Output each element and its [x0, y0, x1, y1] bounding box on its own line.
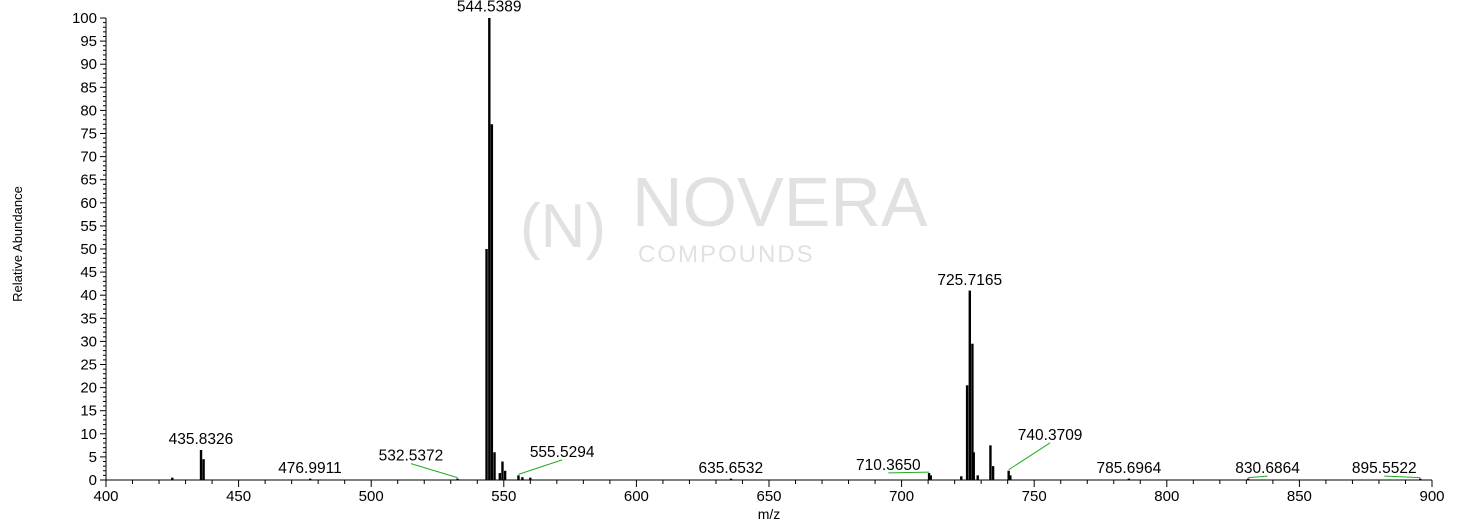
peak-label: 710.3650 — [856, 457, 921, 474]
peak-label-leader — [1248, 475, 1268, 479]
y-tick-label: 85 — [80, 79, 97, 96]
peak-bar — [456, 478, 459, 480]
y-tick-label: 30 — [80, 333, 97, 350]
peak-bar — [729, 478, 733, 480]
peak-label: 725.7165 — [937, 272, 1002, 289]
peak-label: 740.3709 — [1018, 427, 1083, 444]
peak-bar — [171, 477, 174, 480]
peak-bar — [521, 477, 524, 480]
peak-bar — [517, 475, 520, 480]
peak-bar — [1009, 475, 1012, 480]
peak-bar — [1007, 470, 1010, 480]
peak-bar — [965, 385, 969, 480]
peak-bar — [308, 478, 312, 480]
peak-label-leader — [410, 463, 458, 479]
x-tick-label: 500 — [359, 488, 384, 505]
y-tick-label: 90 — [80, 56, 97, 73]
peak-bar — [972, 452, 975, 480]
peak-bar — [968, 290, 972, 480]
x-tick-label: 550 — [491, 488, 516, 505]
y-tick-label: 55 — [80, 218, 97, 235]
y-tick-label: 15 — [80, 403, 97, 420]
peak-label-leader — [518, 459, 563, 475]
peak-label-leader — [1384, 475, 1421, 479]
x-tick-label: 700 — [889, 488, 914, 505]
y-tick-label: 75 — [80, 126, 97, 143]
axes: 0 5 10 15 20 25 30 35 40 45 50 55 60 65 70 75 80 85 90 95 10… — [72, 10, 1445, 505]
x-tick-label: 750 — [1022, 488, 1047, 505]
peak-label: 544.5389 — [457, 0, 522, 16]
peak-bar — [1419, 478, 1422, 480]
peak-labels: 435.8326 544.5389 476.9911 532.5372 555.5294… — [169, 0, 1421, 479]
y-tick-label: 10 — [80, 426, 97, 443]
peak-bar — [976, 475, 979, 480]
peak-bar — [989, 445, 992, 480]
peak-label: 532.5372 — [379, 448, 444, 465]
watermark-brand: NOVERA — [632, 163, 928, 241]
y-tick-label: 65 — [80, 172, 97, 189]
y-tick-label: 35 — [80, 310, 97, 327]
y-tick-label: 0 — [89, 472, 97, 489]
peak-bar — [488, 18, 491, 480]
peak-bar — [927, 473, 931, 480]
peak-bar — [202, 459, 205, 480]
peak-bar — [493, 452, 496, 480]
watermark: (N) NOVERA COMPOUNDS — [520, 163, 928, 268]
peak-bar — [501, 461, 504, 480]
y-tick-label: 80 — [80, 102, 97, 119]
peak-bar — [960, 476, 963, 480]
watermark-mark: (N) — [520, 192, 606, 261]
peak-label-leader — [888, 471, 930, 474]
y-tick-label: 70 — [80, 149, 97, 166]
peak-bar — [503, 470, 507, 480]
peak-bar — [529, 477, 532, 480]
peak-label: 895.5522 — [1352, 460, 1417, 477]
y-tick-label: 100 — [72, 10, 97, 27]
peak-bar — [490, 124, 494, 480]
y-tick-label: 5 — [89, 449, 97, 466]
peak-label: 830.6864 — [1235, 460, 1300, 477]
peak-bar — [991, 466, 995, 480]
x-tick-label: 650 — [756, 488, 781, 505]
y-tick-label: 50 — [80, 241, 97, 258]
watermark-tagline: COMPOUNDS — [638, 241, 815, 268]
y-axis-label: Relative Abundance — [10, 186, 25, 302]
y-tick-label: 60 — [80, 195, 97, 212]
peak-bar — [1127, 478, 1131, 480]
x-axis-label: m/z — [758, 506, 781, 522]
peak-bar — [199, 449, 203, 480]
x-tick-label: 600 — [624, 488, 649, 505]
x-tick-label: 450 — [226, 488, 251, 505]
x-tick-label: 850 — [1287, 488, 1312, 505]
y-tick-label: 20 — [80, 380, 97, 397]
y-tick-label: 95 — [80, 33, 97, 50]
x-tick-label: 800 — [1154, 488, 1179, 505]
peak-bar — [929, 475, 932, 480]
peak-bar — [971, 343, 974, 480]
peak-label-leader — [1008, 442, 1051, 471]
peak-label: 635.6532 — [698, 460, 763, 477]
y-tick-label: 45 — [80, 264, 97, 281]
y-tick-label: 25 — [80, 357, 97, 374]
peak-label: 555.5294 — [530, 444, 595, 461]
peak-label: 785.6964 — [1097, 460, 1162, 477]
peak-label: 476.9911 — [278, 460, 342, 477]
x-tick-label: 400 — [93, 488, 118, 505]
peak-bar — [1246, 478, 1250, 480]
peak-bar — [498, 473, 502, 480]
peak-bar — [485, 249, 488, 480]
peaks — [171, 18, 1422, 480]
x-tick-label: 900 — [1419, 488, 1444, 505]
y-tick-label: 40 — [80, 287, 97, 304]
peak-label: 435.8326 — [169, 431, 234, 448]
